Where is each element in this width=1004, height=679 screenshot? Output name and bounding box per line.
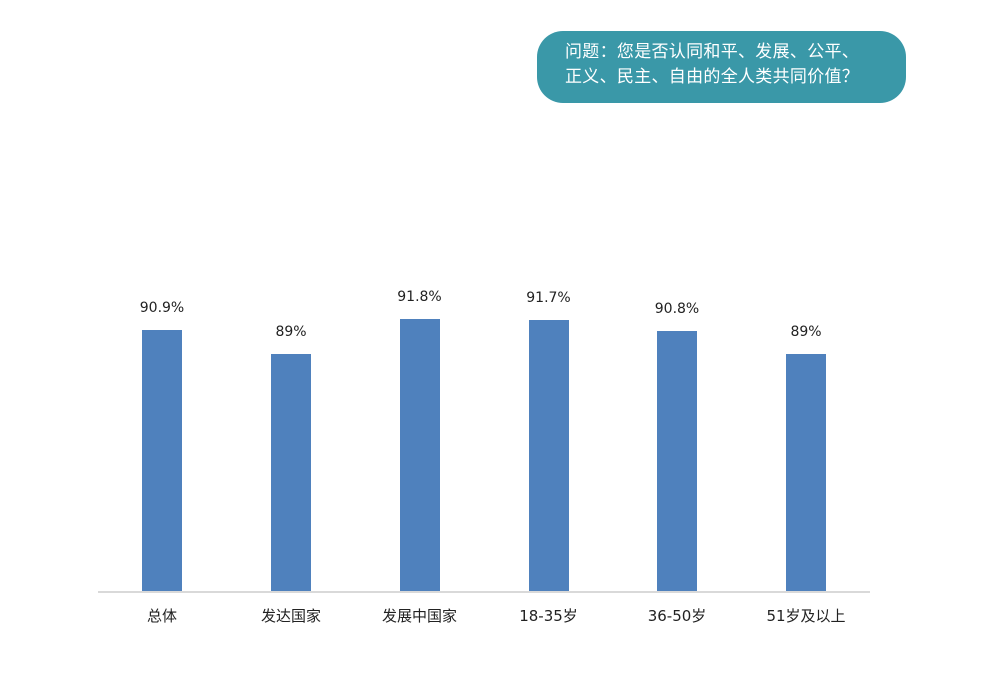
category-label: 发达国家 [260,607,321,625]
question-line-1: 问题：您是否认同和平、发展、公平、 [565,42,860,62]
bar-value-label: 91.7% [526,289,571,306]
bar-value-label: 90.8% [654,301,700,317]
bar-value-label: 89% [790,323,822,340]
bar [142,329,182,591]
bar [528,319,569,591]
bar [271,353,311,591]
question-line-2: 正义、民主、自由的全人类共同价值？ [565,67,860,87]
bar-value-label: 91.8% [397,288,442,305]
bar [657,331,697,591]
bar [399,318,440,591]
category-label: 总体 [146,607,177,625]
category-label: 18-35岁 [519,607,578,625]
category-label: 36-50岁 [647,607,707,625]
bar-value-label: 90.9% [139,299,185,316]
bar-value-label: 89% [275,323,307,340]
category-label: 51岁及以上 [766,607,846,625]
question-callout [537,31,906,103]
x-axis-line [98,591,870,593]
bar [786,353,826,591]
category-label: 发展中国家 [381,607,457,625]
question-text: 问题：您是否认同和平、发展、公平、 正义、民主、自由的全人类共同价值？ [565,40,895,90]
